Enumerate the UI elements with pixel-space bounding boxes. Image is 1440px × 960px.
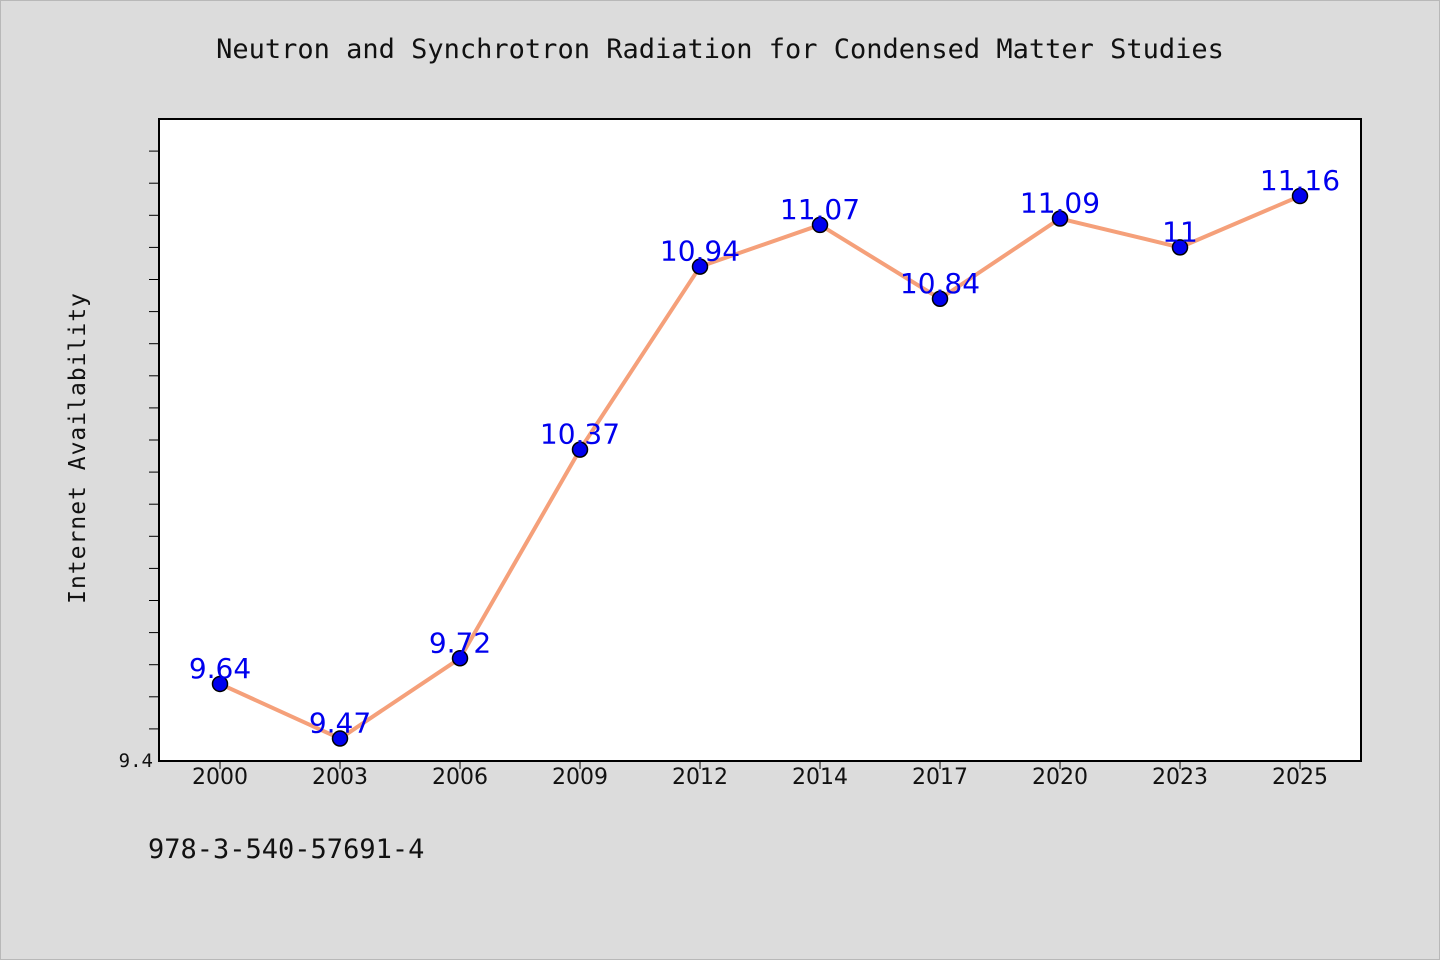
footer-note: 978-3-540-57691-4 [148,834,425,865]
x-tick-label: 2020 [1032,765,1088,790]
data-label: 11.16 [1260,164,1340,197]
data-label: 10.84 [900,267,980,300]
x-tick-label: 2023 [1152,765,1208,790]
x-tick-label: 2017 [912,765,968,790]
data-point [1171,239,1189,256]
x-tick-labels: 2000 2003 2006 2009 2012 2014 2017 2020 2023 2025 [192,765,1328,790]
data-point [451,650,469,667]
y-axis-label: Internet Availability [65,292,91,604]
data-label: 11.07 [780,193,860,226]
plot-area [158,118,1362,762]
x-tick-label: 2000 [192,765,248,790]
data-label: 11.09 [1020,187,1100,220]
data-label: 9.47 [309,707,371,740]
data-label: 10.94 [660,235,740,268]
x-tick-label: 2012 [672,765,728,790]
x-tick-label: 2003 [312,765,368,790]
chart-title: Neutron and Synchrotron Radiation for Co… [216,34,1224,65]
data-point [571,441,589,458]
data-label: 9.64 [189,652,251,685]
x-tick-label: 2014 [792,765,848,790]
y-axis-ticks [149,150,159,730]
data-labels: 9.64 9.47 9.72 10.37 10.94 11.07 10.84 11.09 11 1… [189,164,1340,739]
data-point [691,258,709,275]
data-label: 9.72 [429,626,491,659]
data-point [1051,210,1069,227]
data-point [1291,187,1309,205]
data-point [331,730,349,747]
data-markers [211,187,1309,747]
x-tick-label: 2009 [552,765,608,790]
data-label: 10.37 [540,418,620,451]
data-point [811,216,829,234]
data-point [211,675,229,693]
y-tick-label: 9.4 [119,750,153,772]
y-tick-labels: 9.4 [119,750,153,772]
x-axis-ticks [219,761,1301,769]
data-label: 11 [1162,215,1198,248]
x-tick-label: 2006 [432,765,488,790]
series-line [219,194,1301,741]
data-point [931,290,949,308]
x-tick-label: 2025 [1272,765,1328,790]
